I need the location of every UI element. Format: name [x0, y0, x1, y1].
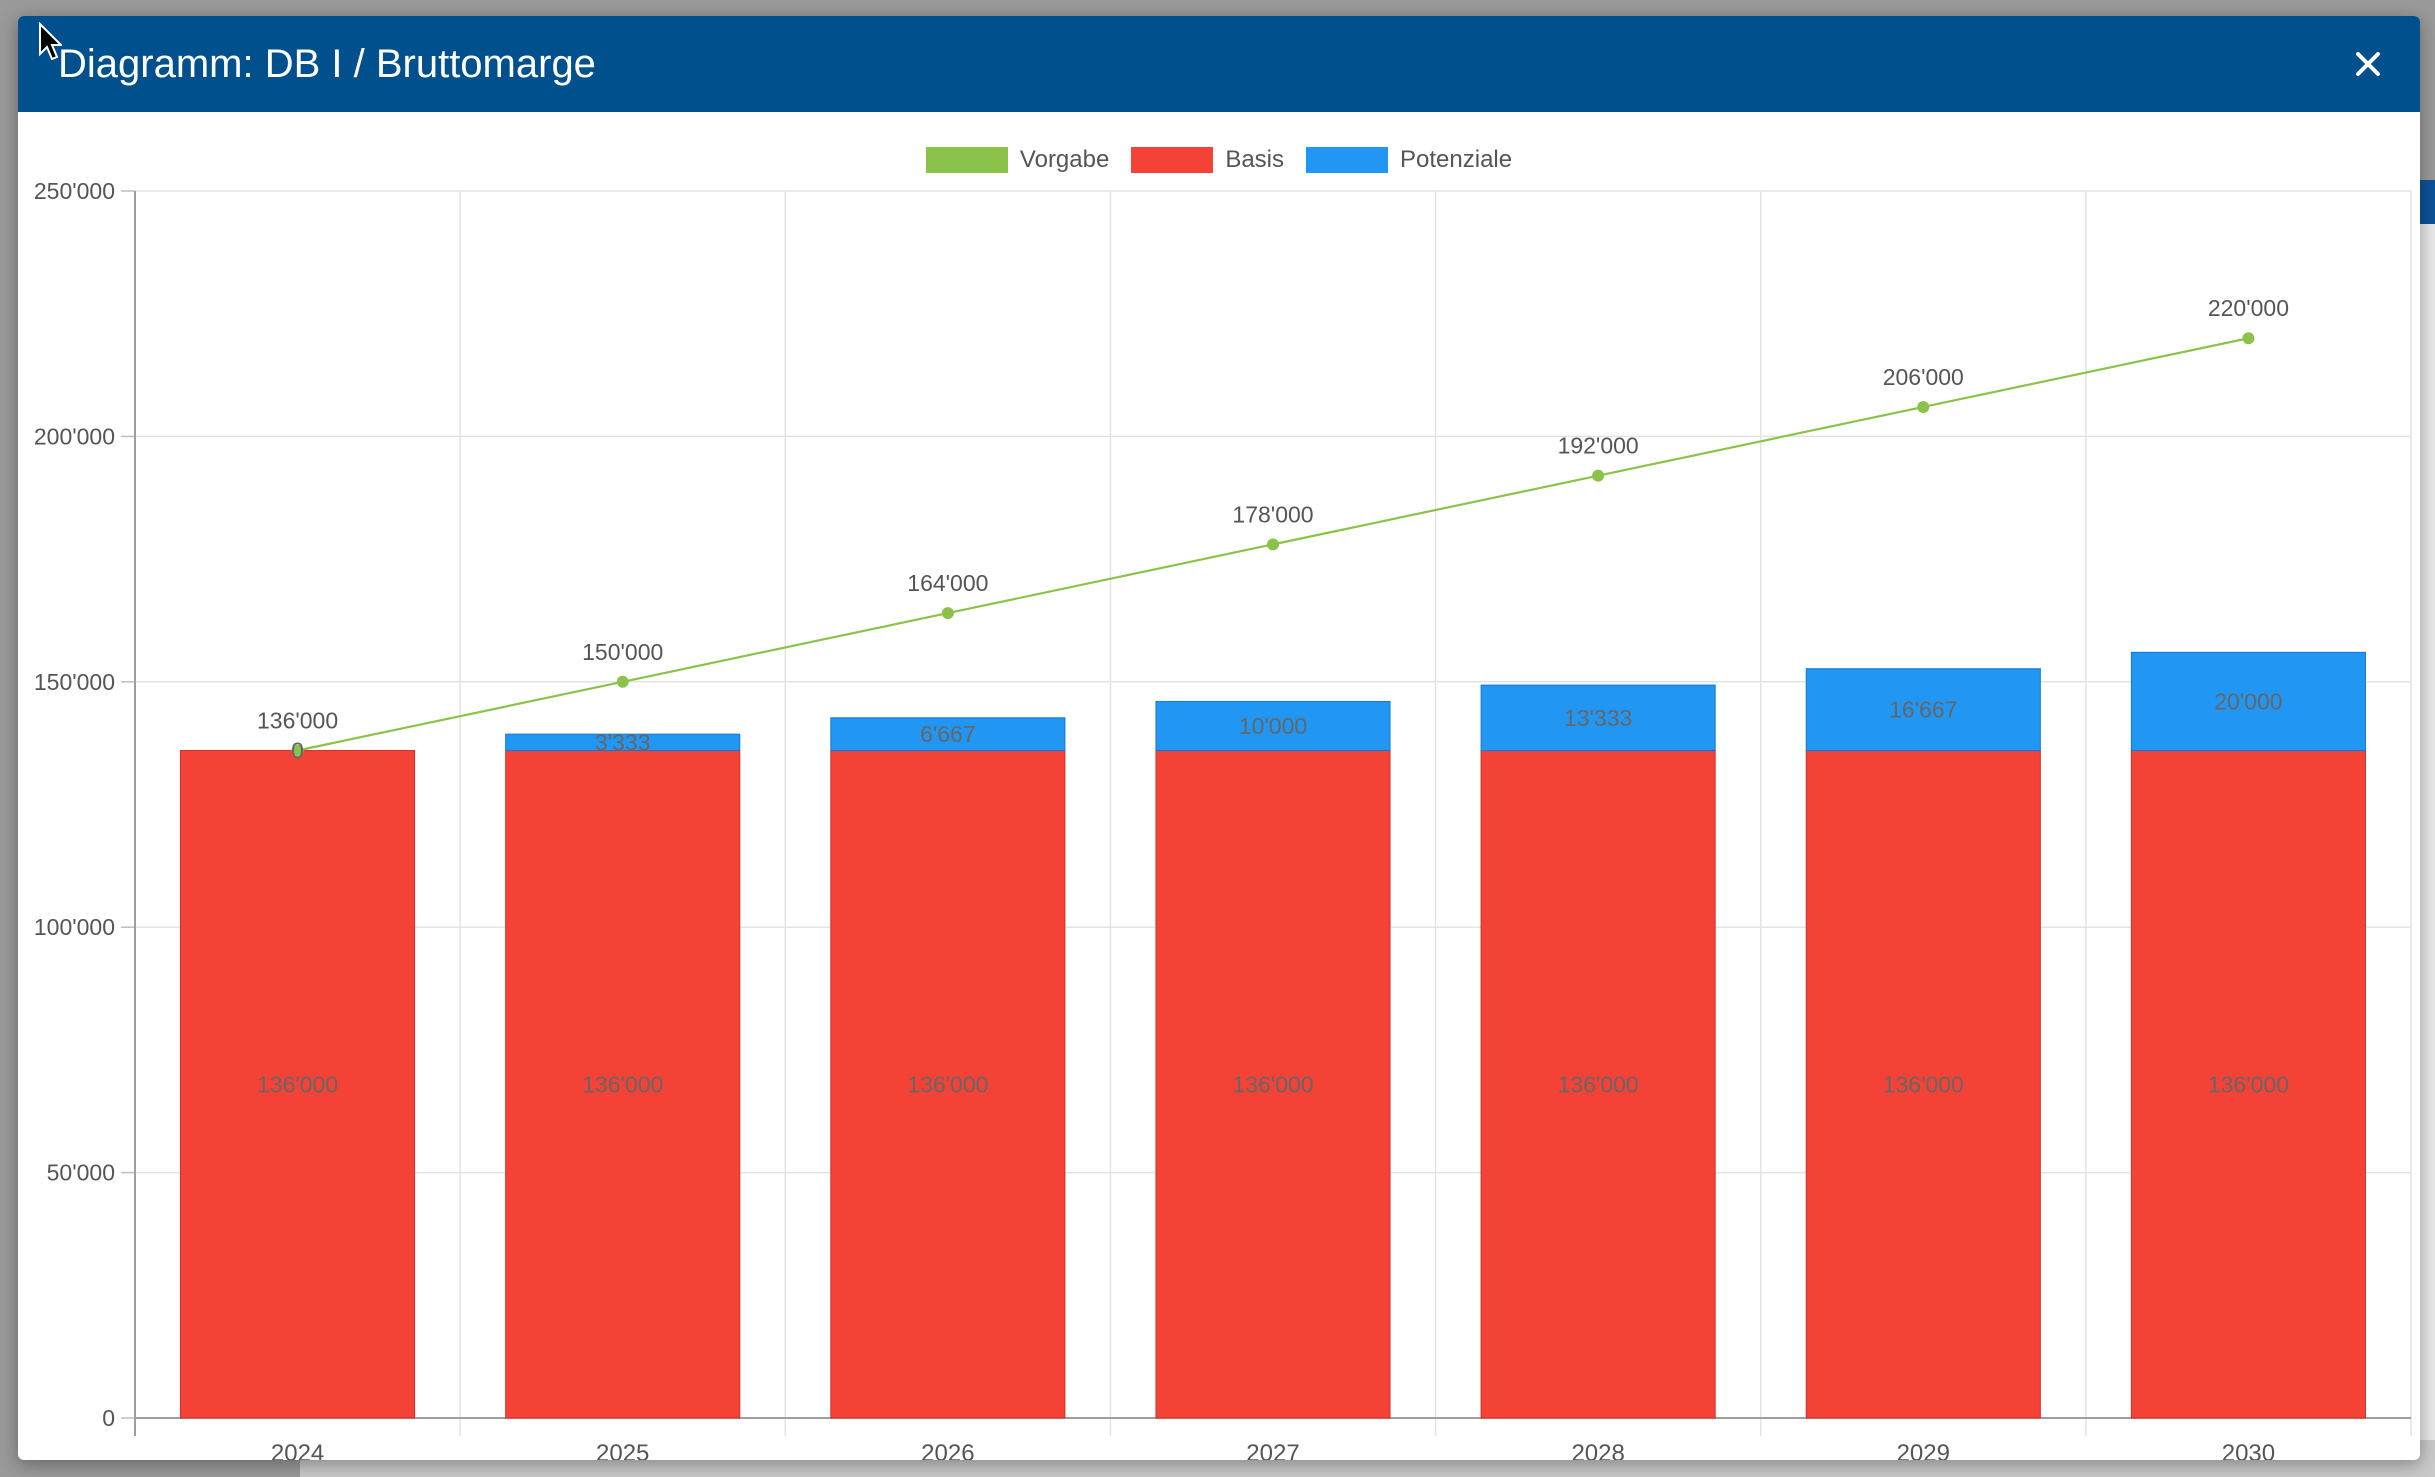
x-tick-label: 2029	[1897, 1440, 1950, 1460]
bar-basis	[2130, 750, 2366, 1419]
background-accent	[2415, 180, 2435, 224]
bar-label-potenziale: 13'333	[1564, 705, 1632, 731]
y-tick-label: 100'000	[34, 914, 115, 940]
point-vorgabe	[616, 675, 629, 688]
mouse-pointer-icon	[39, 22, 62, 61]
bar-label-basis: 136'000	[257, 1071, 338, 1097]
point-label-vorgabe: 206'000	[1883, 364, 1964, 390]
bar-basis	[830, 750, 1066, 1419]
close-button[interactable]	[2344, 40, 2392, 88]
legend-swatch-potenziale	[1306, 147, 1389, 173]
point-label-vorgabe: 192'000	[1558, 433, 1639, 459]
close-icon	[2356, 52, 2380, 76]
point-vorgabe	[291, 744, 304, 757]
bar-label-basis: 136'000	[907, 1071, 988, 1097]
x-tick-label: 2024	[271, 1440, 324, 1460]
point-label-vorgabe: 136'000	[257, 708, 338, 734]
bar-basis	[505, 750, 741, 1419]
point-vorgabe	[1592, 469, 1605, 482]
bar-potenziale	[1805, 668, 2041, 752]
bar-label-potenziale: 6'667	[920, 721, 976, 747]
dialog-header: Diagramm: DB I / Bruttomarge	[18, 16, 2420, 112]
bar-label-potenziale: 20'000	[2214, 688, 2282, 714]
bar-label-potenziale: 16'667	[1889, 697, 1957, 723]
x-tick-label: 2028	[1571, 1440, 1624, 1460]
y-tick-label: 0	[102, 1405, 115, 1431]
legend-item-potenziale[interactable]: Potenziale	[1306, 146, 1512, 174]
x-tick-label: 2026	[921, 1440, 974, 1460]
dialog-title: Diagramm: DB I / Bruttomarge	[58, 42, 596, 86]
background-page-edge	[2415, 180, 2435, 1460]
point-label-vorgabe: 220'000	[2208, 295, 2289, 321]
bar-label-basis: 136'000	[2208, 1071, 2289, 1097]
bar-label-basis: 136'000	[1232, 1071, 1313, 1097]
point-vorgabe	[2242, 332, 2255, 345]
y-tick-label: 200'000	[34, 423, 115, 449]
legend-label-potenziale: Potenziale	[1400, 146, 1513, 173]
bar-basis	[1805, 750, 2041, 1419]
chart-dialog: Diagramm: DB I / Bruttomarge Vorgabe Bas…	[18, 16, 2420, 1460]
bar-potenziale	[830, 717, 1066, 752]
point-label-vorgabe: 150'000	[582, 639, 663, 665]
point-vorgabe	[1267, 538, 1279, 551]
legend-swatch-basis	[1131, 147, 1214, 173]
x-tick-label: 2027	[1246, 1440, 1299, 1460]
legend-label-vorgabe: Vorgabe	[1019, 146, 1110, 173]
y-tick-label: 150'000	[34, 669, 115, 695]
legend-item-basis[interactable]: Basis	[1131, 146, 1284, 174]
bar-potenziale	[1155, 700, 1391, 752]
y-tick-label: 250'000	[34, 178, 115, 204]
legend-swatch-vorgabe	[925, 147, 1008, 173]
y-tick-label: 50'000	[47, 1160, 115, 1186]
bar-label-potenziale: 3'333	[595, 729, 651, 755]
point-label-vorgabe: 178'000	[1232, 501, 1313, 527]
x-tick-label: 2030	[2222, 1440, 2275, 1460]
chart-legend: Vorgabe Basis Potenziale	[18, 146, 2420, 174]
bar-basis	[180, 750, 416, 1419]
chart-area: Vorgabe Basis Potenziale 0 50'000 100'000 1…	[18, 112, 2420, 1460]
point-vorgabe	[941, 607, 954, 620]
bar-basis	[1155, 750, 1391, 1419]
stacked-bar-line-chart: 0 50'000 100'000 150'000 200'000 250'000 2024 2…	[34, 178, 2412, 1460]
bar-potenziale	[505, 733, 741, 752]
bar-potenziale	[1480, 684, 1716, 752]
legend-item-vorgabe[interactable]: Vorgabe	[925, 146, 1110, 174]
bar-basis	[1480, 750, 1716, 1419]
bar-label-basis: 136'000	[1558, 1071, 1639, 1097]
x-tick-label: 2025	[596, 1440, 649, 1460]
bar-label-potenziale: 0	[291, 738, 304, 764]
bar-label-basis: 136'000	[582, 1071, 663, 1097]
bar-label-potenziale: 10'000	[1239, 713, 1307, 739]
bar-label-basis: 136'000	[1883, 1071, 1964, 1097]
point-label-vorgabe: 164'000	[907, 570, 988, 596]
bar-potenziale	[2130, 651, 2366, 752]
legend-label-basis: Basis	[1225, 146, 1285, 173]
point-vorgabe	[1917, 400, 1930, 413]
